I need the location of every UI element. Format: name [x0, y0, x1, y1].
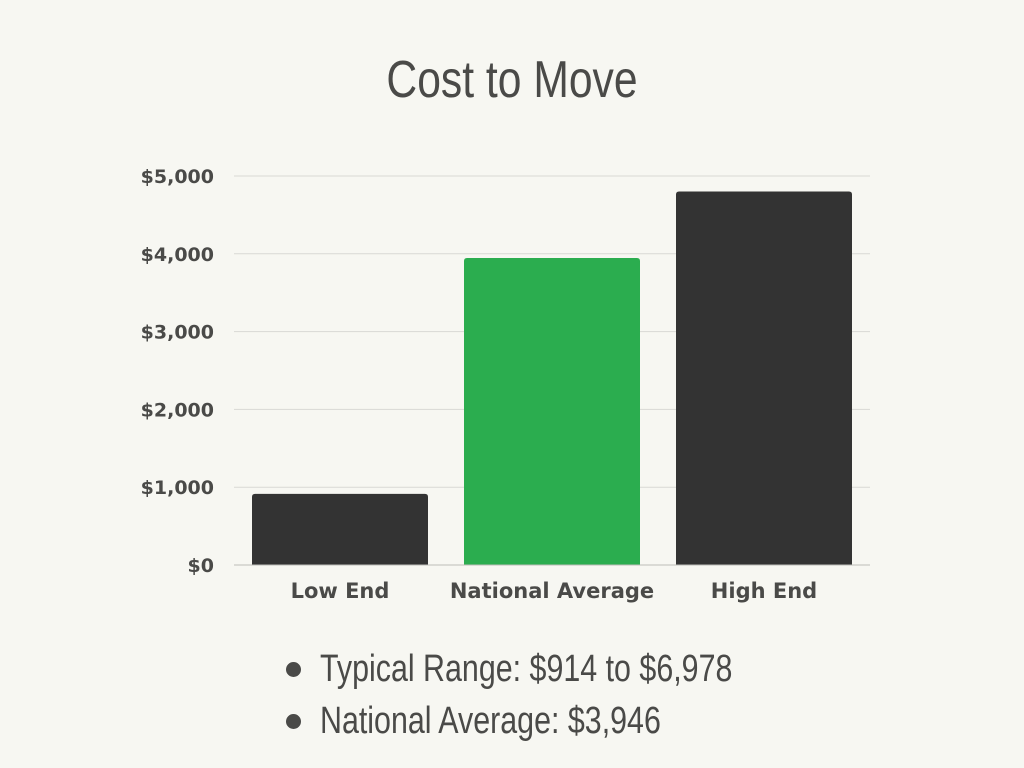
y-tick-label: $2,000 [141, 399, 214, 421]
note-text: Typical Range: $914 to $6,978 [320, 648, 733, 690]
bullet-icon [286, 662, 301, 677]
bars [252, 191, 852, 565]
note-typical-range: Typical Range: $914 to $6,978 [282, 645, 836, 697]
x-axis-ticks: Low End National Average High End [291, 579, 818, 603]
y-axis-ticks: $0 $1,000 $2,000 $3,000 $4,000 $5,000 [141, 166, 214, 577]
chart-title: Cost to Move [386, 51, 638, 109]
bullet-icon [286, 714, 301, 729]
bar [464, 258, 640, 565]
x-tick-label: High End [711, 579, 817, 603]
bar-chart: $0 $1,000 $2,000 $3,000 $4,000 $5,000 Low End… [141, 166, 870, 603]
y-tick-label: $0 [188, 555, 214, 577]
x-tick-label: National Average [450, 579, 654, 603]
note-national-average: National Average: $3,946 [282, 697, 836, 749]
y-tick-label: $4,000 [141, 244, 214, 266]
bar [676, 191, 852, 565]
y-tick-label: $5,000 [141, 166, 214, 188]
y-tick-label: $1,000 [141, 477, 214, 499]
x-tick-label: Low End [291, 579, 390, 603]
bar [252, 493, 428, 565]
y-tick-label: $3,000 [141, 322, 214, 344]
note-text: National Average: $3,946 [320, 700, 661, 742]
notes-list: Typical Range: $914 to $6,978 National A… [282, 645, 836, 749]
